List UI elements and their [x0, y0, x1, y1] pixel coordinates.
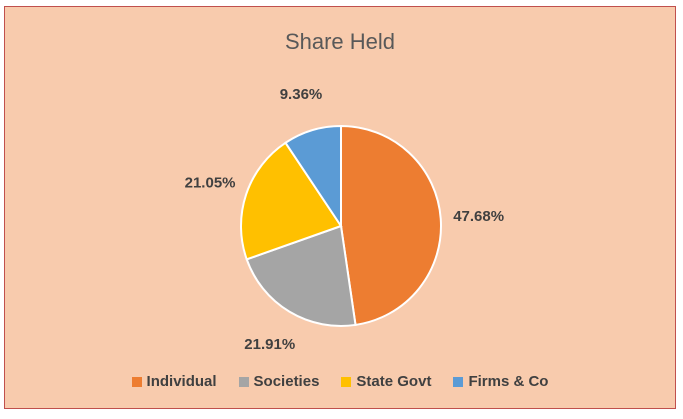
chart-frame: Share Held 47.68% 21.91% 21.05% 9.36% Indiv…	[4, 6, 676, 409]
legend-item-state-govt: State Govt	[341, 373, 431, 390]
legend-label: State Govt	[356, 373, 432, 390]
legend-swatch	[453, 376, 464, 387]
legend-swatch	[341, 376, 352, 387]
legend-label: Societies	[253, 373, 320, 390]
data-label-state-govt: 21.05%	[185, 174, 236, 191]
pie-slice-firms-co	[284, 124, 342, 230]
data-label-societies: 21.91%	[244, 336, 295, 353]
legend-label: Individual	[146, 373, 217, 390]
chart-title: Share Held	[284, 29, 396, 54]
legend-item-firms-co: Firms & Co	[453, 373, 548, 390]
pie-slice-individual	[340, 124, 442, 327]
legend-item-societies: Societies	[238, 373, 320, 390]
legend-label: Firms & Co	[468, 373, 549, 390]
legend-swatch	[238, 376, 249, 387]
pie-chart: 47.68% 21.91% 21.05% 9.36%	[185, 86, 504, 353]
pie-slice-societies	[245, 224, 357, 327]
pie-slice-state-govt	[240, 141, 343, 261]
data-label-individual: 47.68%	[453, 208, 504, 225]
legend: Individual Societies State Govt Firms & Co	[5, 373, 675, 390]
legend-swatch	[131, 376, 142, 387]
data-label-firms-co: 9.36%	[280, 86, 323, 103]
legend-item-individual: Individual	[131, 373, 217, 390]
